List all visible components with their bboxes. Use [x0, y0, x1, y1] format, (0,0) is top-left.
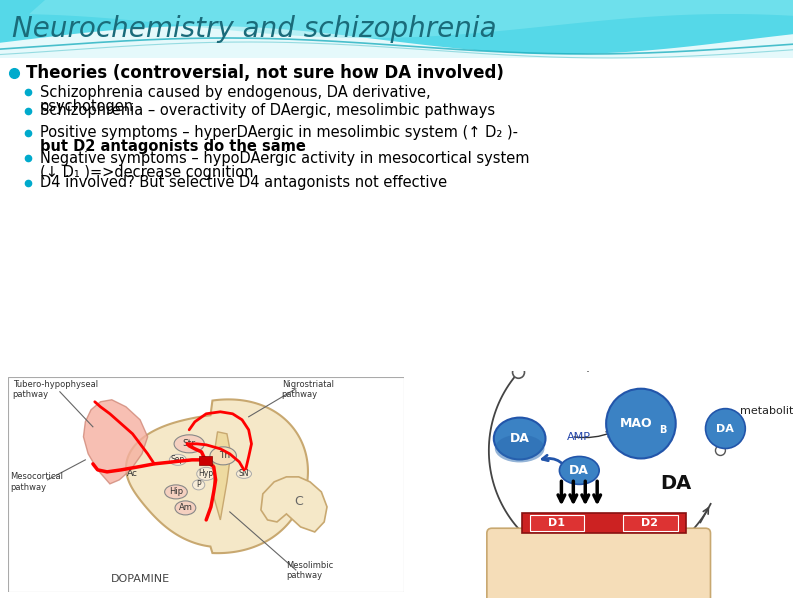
Text: Am: Am	[178, 504, 193, 512]
Text: SN: SN	[239, 469, 249, 478]
Ellipse shape	[170, 454, 186, 465]
Polygon shape	[83, 400, 147, 484]
Text: Positive symptoms – hyperDAergic in mesolimbic system (↑ D₂ )-: Positive symptoms – hyperDAergic in meso…	[40, 126, 518, 141]
Text: D2: D2	[642, 518, 658, 528]
Circle shape	[706, 408, 745, 448]
Text: DA: DA	[510, 432, 530, 445]
Text: but D2 antagonists do the same: but D2 antagonists do the same	[40, 139, 306, 154]
Text: B: B	[659, 425, 666, 435]
Text: Mesocortical
pathway: Mesocortical pathway	[10, 472, 63, 492]
Bar	[0, 0, 793, 58]
Text: metabolite: metabolite	[741, 405, 793, 416]
Text: DOPAMINE: DOPAMINE	[110, 574, 170, 584]
Text: P: P	[197, 480, 201, 489]
Text: C: C	[294, 495, 303, 508]
Ellipse shape	[174, 435, 205, 453]
Text: Nigrostriatal
pathway: Nigrostriatal pathway	[282, 380, 334, 399]
Bar	[623, 515, 678, 531]
Text: Sep: Sep	[170, 455, 185, 465]
FancyBboxPatch shape	[487, 528, 711, 598]
Text: Hyp: Hyp	[198, 469, 214, 478]
Ellipse shape	[210, 447, 236, 465]
Ellipse shape	[559, 456, 600, 484]
Polygon shape	[126, 399, 308, 553]
Polygon shape	[0, 26, 793, 58]
Text: Th: Th	[220, 451, 231, 460]
Ellipse shape	[165, 485, 187, 499]
Text: Schizophrenia – overactivity of DAergic, mesolimbic pathways: Schizophrenia – overactivity of DAergic,…	[40, 103, 495, 118]
Polygon shape	[0, 0, 793, 38]
Ellipse shape	[197, 468, 216, 480]
Text: psychotogen: psychotogen	[40, 99, 134, 114]
Ellipse shape	[236, 469, 251, 478]
Circle shape	[715, 446, 726, 456]
Text: DA: DA	[569, 464, 589, 477]
Text: Str: Str	[182, 440, 196, 448]
Text: Schizophrenia caused by endogenous, DA derivative,: Schizophrenia caused by endogenous, DA d…	[40, 84, 431, 99]
Bar	[198, 456, 212, 465]
Polygon shape	[214, 432, 231, 520]
Text: D4 involved? But selective D4 antagonists not effective: D4 involved? But selective D4 antagonist…	[40, 175, 447, 191]
Text: D1: D1	[548, 518, 565, 528]
Text: AMP: AMP	[567, 432, 592, 441]
Text: DA: DA	[660, 474, 691, 493]
Text: Hip: Hip	[169, 487, 183, 496]
Text: Negative symptoms – hypoDAergic activity in mesocortical system: Negative symptoms – hypoDAergic activity…	[40, 151, 530, 166]
Bar	[530, 515, 584, 531]
Text: Mesolimbic
pathway: Mesolimbic pathway	[286, 560, 334, 580]
Text: Tubero-hypophyseal
pathway: Tubero-hypophyseal pathway	[13, 380, 98, 399]
Text: Theories (controversial, not sure how DA involved): Theories (controversial, not sure how DA…	[26, 64, 504, 82]
Text: DA: DA	[716, 423, 734, 434]
Polygon shape	[0, 0, 45, 40]
Text: MAO: MAO	[619, 417, 653, 430]
Bar	[522, 513, 686, 533]
Circle shape	[512, 367, 524, 379]
Text: Ac: Ac	[127, 469, 138, 478]
Ellipse shape	[175, 501, 196, 515]
Ellipse shape	[193, 480, 205, 490]
Text: (↓ D₁ )=>decrease cognition: (↓ D₁ )=>decrease cognition	[40, 164, 254, 179]
Ellipse shape	[495, 435, 545, 462]
Ellipse shape	[494, 417, 546, 459]
Circle shape	[606, 389, 676, 459]
Polygon shape	[261, 477, 327, 532]
Text: Neurochemistry and schizophrenia: Neurochemistry and schizophrenia	[12, 15, 496, 43]
